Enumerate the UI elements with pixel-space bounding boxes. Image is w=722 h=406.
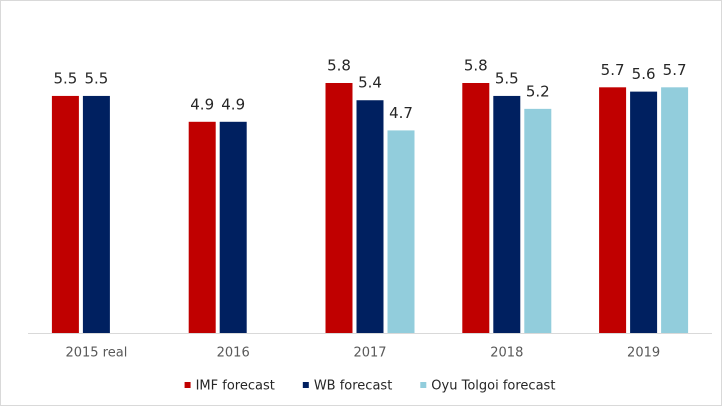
bar [219,121,247,333]
value-label: 5.7 [663,61,687,79]
bar [630,91,658,333]
bar [493,95,521,334]
value-label: 5.7 [601,61,625,79]
bar [356,100,384,333]
bar [82,95,110,334]
value-label: 5.6 [632,65,656,83]
x-tick-label: 2016 [217,346,250,361]
value-label: 5.4 [358,74,382,92]
legend-marker [184,382,191,388]
legend-marker [420,382,427,388]
x-tick-label: 2018 [490,346,523,361]
bar [325,83,353,333]
value-label: 5.5 [84,69,108,87]
legend-label: WB forecast [314,379,392,394]
bar [462,83,490,333]
bar [188,121,216,333]
bar [661,87,689,333]
legend-label: Oyu Tolgoi forecast [431,379,555,394]
bar [599,87,627,333]
x-tick-label: 2015 real [65,346,127,361]
bar [524,108,552,334]
value-label: 5.5 [495,69,519,87]
value-label: 5.5 [53,69,77,87]
value-label: 5.2 [526,82,550,100]
value-label: 4.9 [221,95,245,113]
legend-label: IMF forecast [196,379,275,394]
x-tick-label: 2017 [353,346,386,361]
x-tick-label: 2019 [627,346,660,361]
value-label: 4.9 [190,95,214,113]
legend-marker [302,382,309,388]
value-label: 5.8 [464,57,488,75]
bar [387,130,415,333]
value-label: 4.7 [389,104,413,122]
value-label: 5.8 [327,57,351,75]
bar [51,95,79,334]
